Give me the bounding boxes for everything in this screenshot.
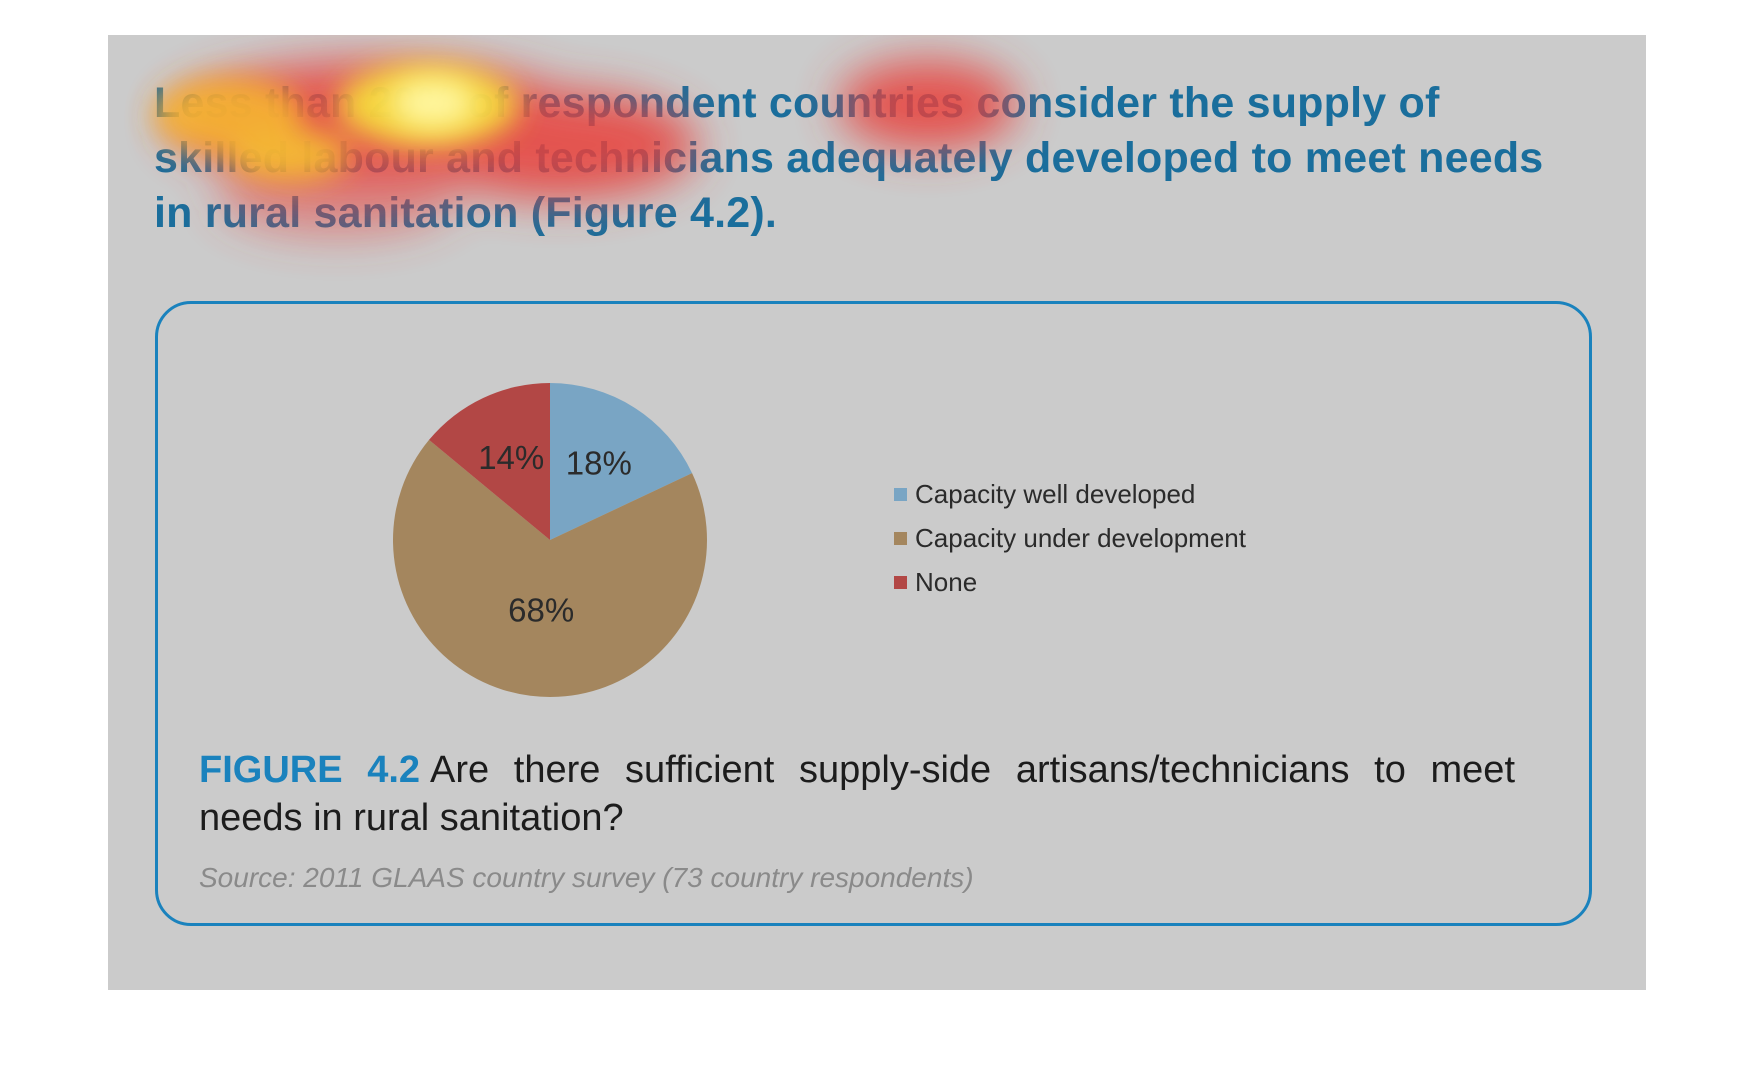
legend-swatch-capacity-well-developed <box>894 487 907 501</box>
figure-caption: FIGURE 4.2 Are there sufficient supply-si… <box>199 746 1515 842</box>
figure-source: Source: 2011 GLAAS country survey (73 co… <box>199 862 974 893</box>
legend-label: Capacity well developed <box>915 478 1196 509</box>
pie-slice-capacity-well-developed <box>550 383 693 540</box>
legend-label: Capacity under development <box>915 522 1246 553</box>
legend-item-capacity-well-developed: Capacity well developed <box>894 472 1246 516</box>
pie-slice-none <box>429 383 550 540</box>
figure-frame <box>155 301 1592 926</box>
pie-chart: 18% 68% 14% <box>393 383 707 697</box>
legend-swatch-capacity-under-development <box>894 531 907 545</box>
figure-caption-text: Are there sufficient supply-side artisan… <box>199 749 1515 839</box>
legend-swatch-none <box>894 575 907 589</box>
figure-number: FIGURE 4.2 <box>199 749 421 791</box>
legend-label: None <box>915 566 978 597</box>
pie-slice-capacity-under-development <box>393 439 707 697</box>
pie-data-label: 18% <box>566 445 632 482</box>
legend-item-capacity-under-development: Capacity under development <box>894 516 1246 560</box>
pie-data-label: 14% <box>478 439 544 476</box>
chart-legend: Capacity well developed Capacity under d… <box>894 472 1246 604</box>
pie-data-label: 68% <box>508 592 574 629</box>
legend-item-none: None <box>894 560 1246 604</box>
headline: Less than 20% of respondent countries co… <box>154 79 1544 237</box>
